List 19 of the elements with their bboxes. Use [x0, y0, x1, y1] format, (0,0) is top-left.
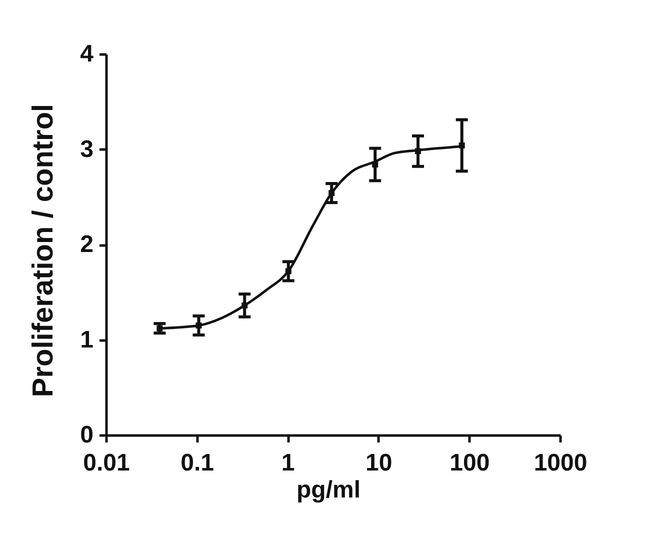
- y-axis-title: Proliferation / control: [28, 104, 60, 398]
- y-tick-label: 0: [80, 422, 94, 448]
- point: [328, 190, 335, 196]
- x-tick-label: 1000: [534, 450, 588, 476]
- x-tick-label: 1: [281, 450, 295, 476]
- point: [458, 142, 465, 148]
- point: [372, 161, 378, 168]
- point: [285, 268, 292, 274]
- point: [415, 148, 422, 154]
- y-tick-label: 1: [80, 326, 94, 354]
- x-tick-label: 100: [450, 450, 490, 476]
- x-tick-label: 0.1: [180, 450, 214, 476]
- x-axis-title: pg/ml: [296, 476, 360, 504]
- x-tick-label: 10: [366, 450, 392, 476]
- y-tick-label: 3: [80, 136, 94, 163]
- x-tick-label: 0.01: [83, 450, 130, 476]
- y-tick-label: 2: [80, 231, 94, 258]
- point: [242, 302, 248, 308]
- y-tick-label: 4: [80, 40, 94, 68]
